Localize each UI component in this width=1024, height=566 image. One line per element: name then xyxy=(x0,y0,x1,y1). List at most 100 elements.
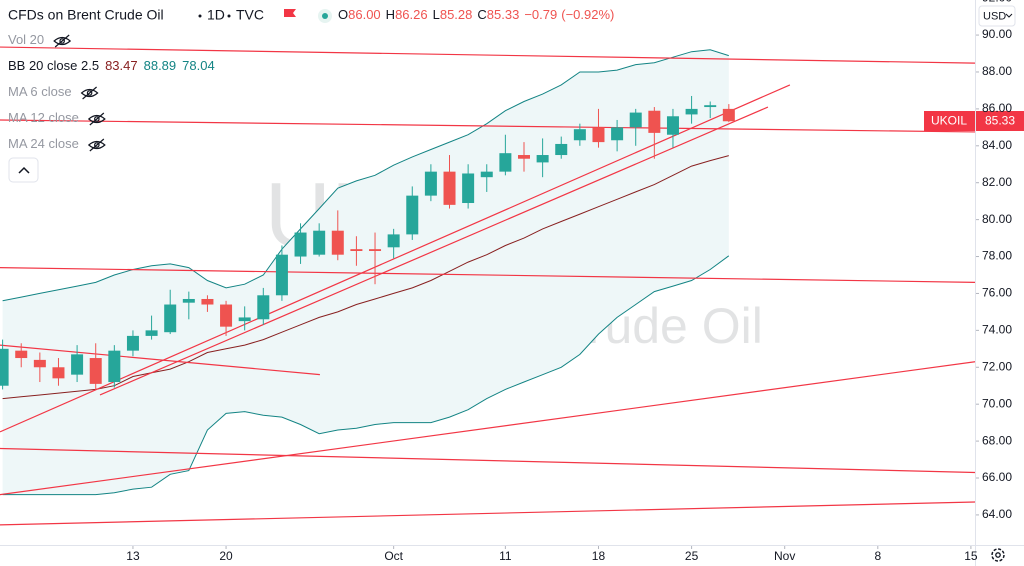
candle-body xyxy=(443,171,456,205)
candle-body xyxy=(499,153,512,172)
band-upper xyxy=(2,49,729,302)
last-price-label: 85.33 xyxy=(985,114,1015,128)
candle-body xyxy=(15,350,28,359)
trend-line[interactable] xyxy=(0,119,975,133)
ohlc-value: 85.28 xyxy=(440,7,473,22)
ohlc-key: H xyxy=(386,7,395,22)
candle-body xyxy=(331,230,344,255)
candle-body xyxy=(182,298,195,303)
trend-line[interactable] xyxy=(0,344,320,376)
indicator[interactable]: BB 20 close 2.5 83.47 88.89 78.04 xyxy=(8,58,215,73)
trend-line[interactable] xyxy=(0,84,791,433)
y-tick-label: 68.00 xyxy=(982,433,1012,447)
interval[interactable]: 1D xyxy=(207,7,225,23)
trend-line[interactable] xyxy=(99,106,769,396)
candle-body xyxy=(201,298,214,305)
candle-body xyxy=(387,234,400,248)
symbol-title[interactable]: CFDs on Brent Crude Oil xyxy=(8,7,164,23)
strike xyxy=(82,86,97,100)
trend-line[interactable] xyxy=(0,46,975,64)
hidden-eye-icon[interactable] xyxy=(80,86,99,100)
price-label-bg xyxy=(976,111,1024,131)
indicator-name: Vol 20 xyxy=(8,32,44,47)
change-percent: (−0.92%) xyxy=(561,7,614,22)
hidden-eye-icon[interactable] xyxy=(87,112,106,126)
chevron-up xyxy=(18,166,30,174)
band-lower xyxy=(2,255,730,496)
currency-button[interactable] xyxy=(978,5,1016,27)
symbol-label-bg xyxy=(924,111,975,131)
y-tick-label: 86.00 xyxy=(982,101,1012,115)
x-tick-label: 25 xyxy=(685,549,699,563)
gear xyxy=(991,548,1005,562)
candle-body xyxy=(164,304,177,333)
indicator[interactable]: MA 6 close xyxy=(8,84,72,99)
candle-body xyxy=(220,304,233,327)
status-dot xyxy=(322,13,328,19)
candle-body xyxy=(722,108,735,122)
y-tick-label: 82.00 xyxy=(982,175,1012,189)
candle-body xyxy=(369,249,382,251)
flag-icon[interactable] xyxy=(284,9,296,17)
candle-body xyxy=(89,358,102,384)
x-tick-label: Nov xyxy=(774,549,795,563)
candle-body xyxy=(685,108,698,115)
pupil xyxy=(59,38,65,44)
trend-line[interactable] xyxy=(0,267,975,283)
candle-body xyxy=(0,348,9,386)
x-tick-label: 18 xyxy=(592,549,606,563)
candle-body xyxy=(313,230,326,255)
y-tick-label: 70.00 xyxy=(982,396,1012,410)
candle-body xyxy=(611,127,624,141)
candle-body xyxy=(33,359,46,368)
y-tick-label: 76.00 xyxy=(982,286,1012,300)
y-tick-label: 72.00 xyxy=(982,359,1012,373)
trend-line[interactable] xyxy=(0,447,975,474)
x-tick-label: 15 xyxy=(964,549,978,563)
hidden-eye-icon[interactable] xyxy=(87,138,106,152)
change: −0.79 xyxy=(524,7,557,22)
pupil xyxy=(94,142,100,148)
candle-body xyxy=(573,129,586,141)
hidden-eye-icon[interactable] xyxy=(53,34,72,48)
pupil xyxy=(86,90,93,96)
candle-body xyxy=(462,173,475,204)
candle-body xyxy=(592,127,605,143)
indicator[interactable]: Vol 20 xyxy=(8,32,44,47)
indicator-name: MA 24 close xyxy=(8,136,79,151)
strike xyxy=(54,34,70,48)
candle-body xyxy=(480,171,493,178)
band-basis xyxy=(2,155,729,400)
x-tick-label: 13 xyxy=(126,549,140,563)
ohlc-value: 85.33 xyxy=(487,7,520,22)
x-tick-label: 20 xyxy=(219,549,233,563)
indicator-value: 83.47 xyxy=(105,58,138,73)
collapse-button[interactable] xyxy=(8,157,39,183)
separator xyxy=(198,14,202,18)
candle-body xyxy=(536,155,549,163)
x-tick-label: 11 xyxy=(499,549,512,563)
band-fill xyxy=(2,49,729,495)
candle-body xyxy=(145,330,158,336)
y-tick-label: 66.00 xyxy=(982,470,1012,484)
candle-body xyxy=(424,171,437,196)
trend-line[interactable] xyxy=(0,361,975,496)
trend-line[interactable] xyxy=(0,501,975,526)
settings-icon[interactable] xyxy=(991,548,1005,562)
strike xyxy=(89,138,105,152)
symbol-label: UKOIL xyxy=(931,114,967,128)
indicator-name: BB 20 close 2.5 xyxy=(8,58,99,73)
y-tick-label: 80.00 xyxy=(982,212,1012,226)
indicator[interactable]: MA 24 close xyxy=(8,136,79,151)
candle-body xyxy=(648,110,661,133)
x-tick-label: 8 xyxy=(874,549,881,563)
indicator[interactable]: MA 12 close xyxy=(8,110,79,125)
ohlc-key: C xyxy=(477,7,486,22)
y-tick-label: 92.00 xyxy=(982,0,1012,4)
y-tick-label: 90.00 xyxy=(982,27,1012,41)
indicator-value: 78.04 xyxy=(182,58,215,73)
gear-hub xyxy=(995,552,1001,558)
candle-body xyxy=(238,317,251,322)
candle-body xyxy=(294,232,307,257)
